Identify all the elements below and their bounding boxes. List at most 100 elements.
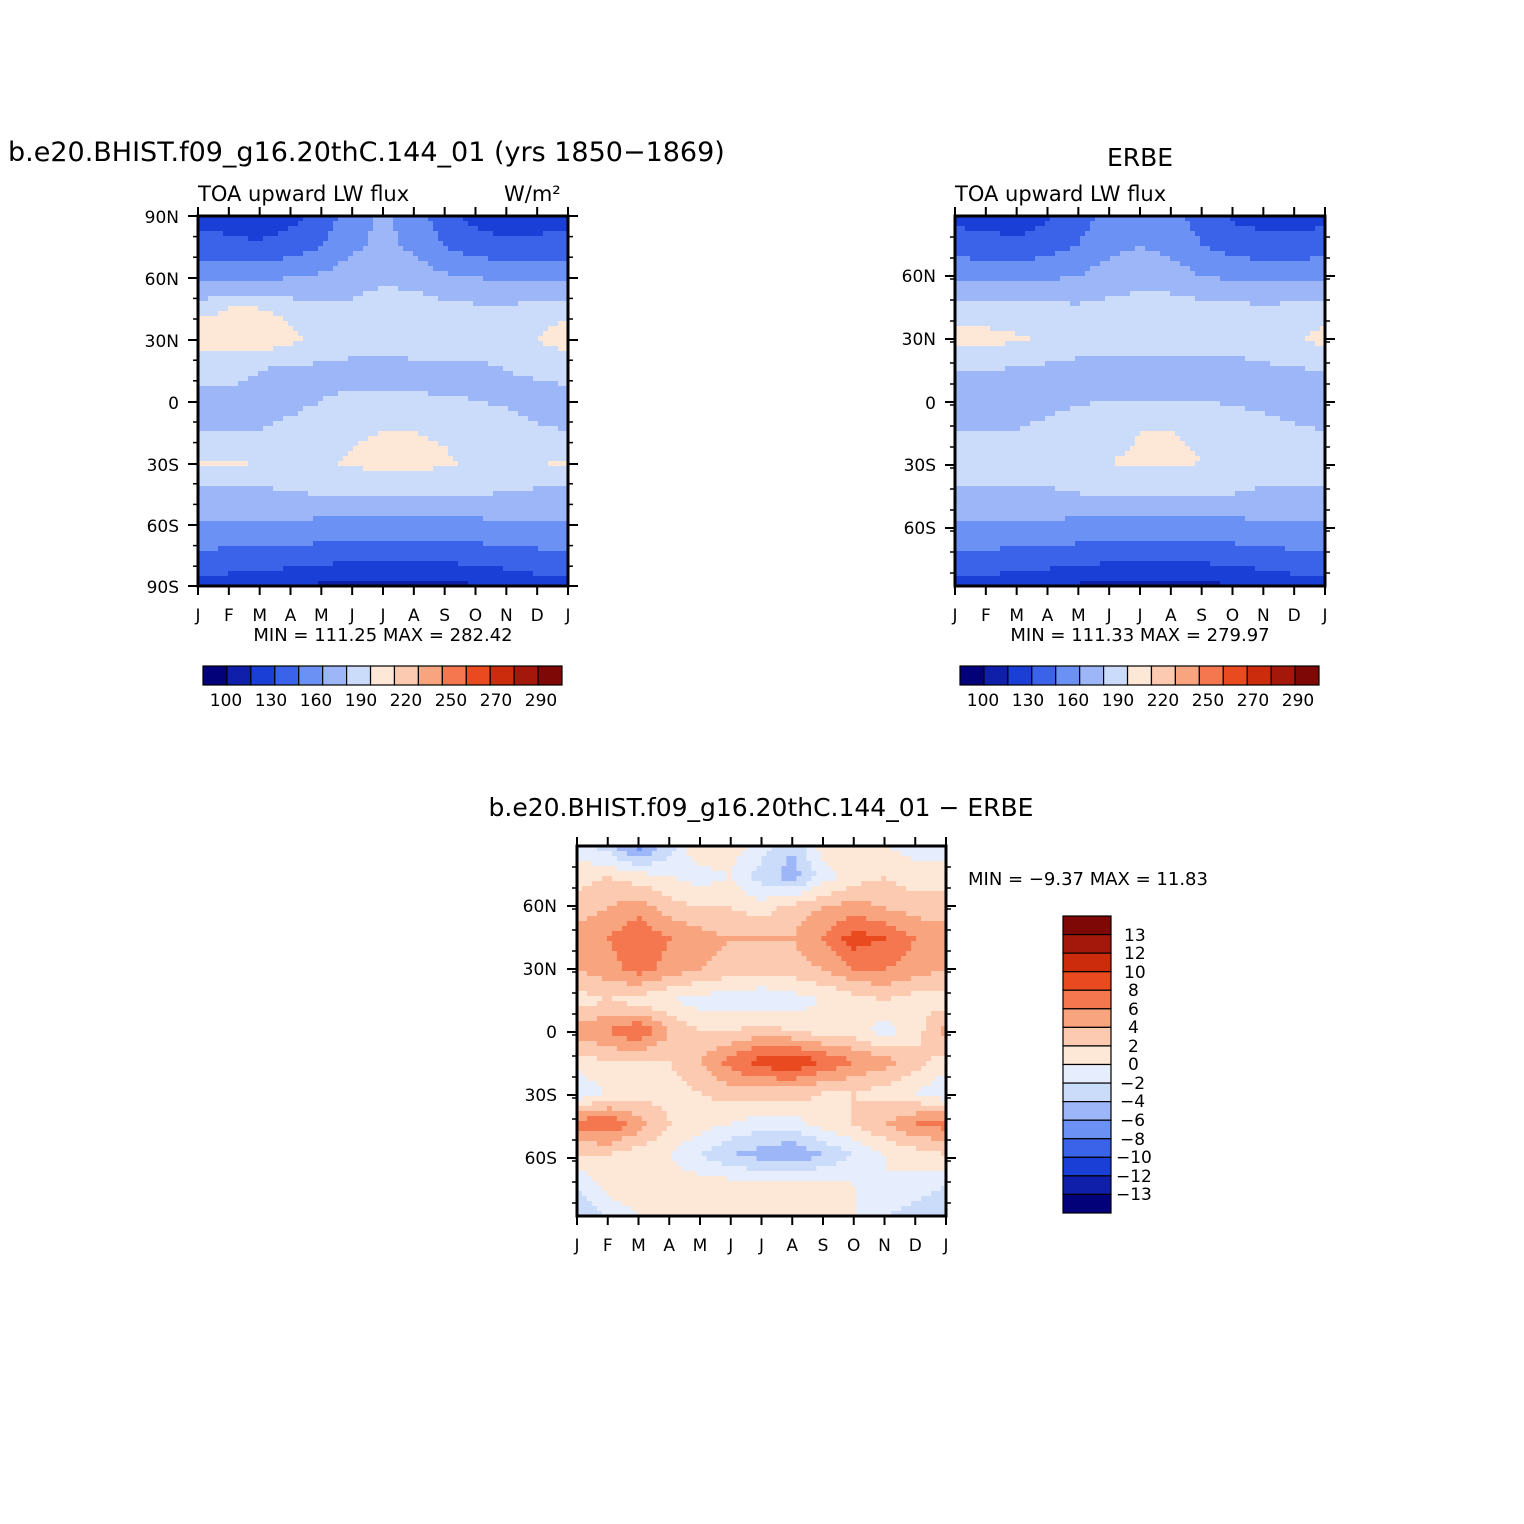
contour-cell [243, 476, 249, 482]
contour-cell [298, 481, 304, 487]
contour-cell [388, 396, 394, 402]
contour-cell [348, 536, 354, 542]
contour-cell [443, 526, 449, 532]
contour-cell [493, 416, 499, 422]
contour-cell [478, 421, 484, 427]
contour-cell [378, 306, 384, 312]
contour-cell [363, 511, 369, 517]
contour-cell [383, 526, 389, 532]
contour-cell [318, 291, 324, 297]
contour-cell [548, 321, 554, 327]
contour-cell [523, 411, 529, 417]
contour-cell [508, 361, 514, 367]
contour-cell [518, 261, 524, 267]
contour-cell [323, 256, 329, 262]
contour-cell [443, 336, 449, 342]
contour-cell [478, 436, 484, 442]
contour-cell [393, 281, 399, 287]
contour-cell [243, 481, 249, 487]
contour-cell [348, 521, 354, 527]
contour-cell [258, 546, 264, 552]
contour-cell [293, 406, 299, 412]
contour-cell [488, 331, 494, 337]
contour-cell [383, 506, 389, 512]
contour-cell [548, 326, 554, 332]
contour-cell [228, 231, 234, 237]
contour-cell [448, 546, 454, 552]
contour-cell [363, 456, 369, 462]
contour-cell [513, 421, 519, 427]
contour-cell [533, 286, 539, 292]
contour-cell [313, 426, 319, 432]
contour-cell [278, 361, 284, 367]
contour-cell [458, 336, 464, 342]
contour-cell [363, 436, 369, 442]
contour-cell [433, 376, 439, 382]
contour-cell [353, 341, 359, 347]
contour-cell [478, 496, 484, 502]
contour-cell [558, 411, 564, 417]
contour-cell [213, 361, 219, 367]
contour-cell [418, 361, 424, 367]
contour-cell [413, 471, 419, 477]
contour-cell [418, 366, 424, 372]
contour-cell [398, 356, 404, 362]
contour-cell [398, 236, 404, 242]
contour-cell [518, 366, 524, 372]
contour-cell [258, 241, 264, 247]
contour-cell [453, 546, 459, 552]
contour-cell [513, 251, 519, 257]
contour-cell [343, 401, 349, 407]
contour-cell [353, 336, 359, 342]
contour-cell [313, 366, 319, 372]
contour-cell [328, 371, 334, 377]
contour-cell [378, 376, 384, 382]
contour-cell [383, 346, 389, 352]
contour-cell [373, 296, 379, 302]
contour-cell [298, 281, 304, 287]
contour-cell [343, 471, 349, 477]
contour-cell [448, 461, 454, 467]
contour-cell [473, 221, 479, 227]
contour-cell [208, 291, 214, 297]
contour-cell [523, 261, 529, 267]
contour-cell [513, 266, 519, 272]
contour-cell [323, 541, 329, 547]
contour-cell [438, 361, 444, 367]
contour-cell [443, 366, 449, 372]
contour-cell [298, 366, 304, 372]
contour-cell [283, 291, 289, 297]
contour-cell [328, 351, 334, 357]
contour-cell [543, 286, 549, 292]
contour-cell [503, 441, 509, 447]
contour-cell [398, 361, 404, 367]
contour-cell [468, 451, 474, 457]
contour-cell [563, 481, 569, 487]
contour-cell [238, 311, 244, 317]
contour-cell [493, 431, 499, 437]
contour-cell [288, 311, 294, 317]
contour-cell [443, 471, 449, 477]
contour-cell [523, 281, 529, 287]
contour-cell [298, 331, 304, 337]
contour-cell [448, 351, 454, 357]
contour-cell [313, 456, 319, 462]
contour-cell [318, 371, 324, 377]
contour-cell [558, 491, 564, 497]
contour-cell [338, 246, 344, 252]
contour-cell [293, 331, 299, 337]
contour-cell [538, 396, 544, 402]
contour-cell [333, 361, 339, 367]
contour-cell [333, 411, 339, 417]
contour-cell [293, 491, 299, 497]
contour-cell [263, 416, 269, 422]
contour-cell [548, 486, 554, 492]
contour-cell [273, 466, 279, 472]
contour-cell [378, 506, 384, 512]
contour-cell [513, 351, 519, 357]
contour-cell [443, 266, 449, 272]
contour-cell [343, 321, 349, 327]
contour-cell [243, 411, 249, 417]
contour-cell [203, 441, 209, 447]
contour-cell [323, 391, 329, 397]
